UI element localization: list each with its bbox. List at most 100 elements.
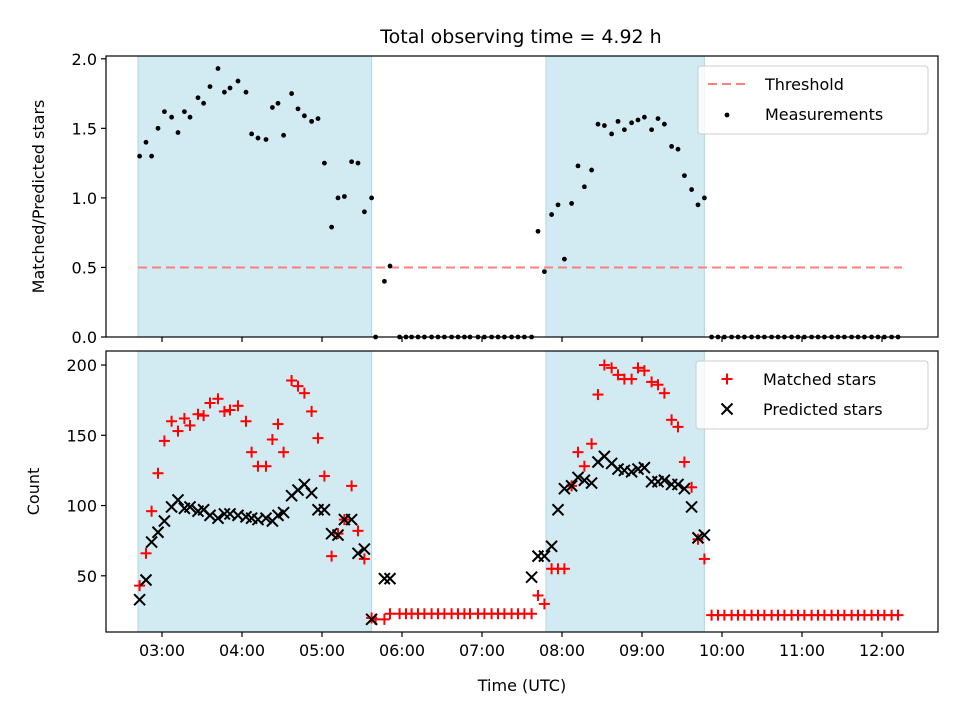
measurement-point xyxy=(169,114,175,120)
bottom-y-ticks: 50 100 150 200 xyxy=(66,356,106,586)
matched-star-point xyxy=(158,435,170,447)
measurement-point xyxy=(243,89,249,95)
matched-star-point xyxy=(626,373,638,385)
predicted-star-point xyxy=(638,461,651,474)
top-shaded-regions xyxy=(137,55,705,338)
matched-star-point xyxy=(218,405,230,417)
matched-star-point xyxy=(378,613,390,625)
matched-star-point xyxy=(192,408,204,420)
bottom-legend: Matched stars Predicted stars xyxy=(695,360,929,430)
y-tick-label: 1.5 xyxy=(72,119,97,138)
matched-star-point xyxy=(658,387,670,399)
measurement-point xyxy=(582,184,587,190)
matched-star-point xyxy=(260,460,272,472)
x-tick-label: 10:00 xyxy=(699,641,745,660)
legend-matched-label: Matched stars xyxy=(763,370,876,389)
matched-star-point xyxy=(572,446,584,458)
predicted-star-point xyxy=(211,511,225,525)
matched-star-point xyxy=(606,362,618,374)
predicted-star-point xyxy=(658,474,671,487)
measurement-point xyxy=(622,127,627,133)
top-panel: 0.00.51.01.52.0 Matched/Predicted stars … xyxy=(29,50,939,347)
top-y-ticks: 0.0 0.5 1.0 1.5 2.0 xyxy=(72,50,106,347)
measurement-point xyxy=(642,114,647,120)
matched-star-point xyxy=(292,380,304,392)
top-y-axis-label: Matched/Predicted stars xyxy=(29,100,48,294)
predicted-star-point xyxy=(259,511,273,525)
predicted-star-point xyxy=(305,486,318,500)
x-tick-label: 09:00 xyxy=(619,641,665,660)
predicted-star-point xyxy=(378,572,391,585)
measurement-point xyxy=(535,228,541,234)
measurement-point xyxy=(387,263,393,269)
matched-star-point xyxy=(698,553,710,565)
predicted-star-point xyxy=(139,573,153,587)
predicted-star-point xyxy=(525,570,538,584)
x-tick-label: 08:00 xyxy=(539,641,585,660)
measurement-point xyxy=(137,153,143,159)
bottom-panel: 50 100 150 200 03:00 04:00 05:00 06:00 07:00 08:… xyxy=(24,350,939,695)
y-tick-label: 50 xyxy=(77,567,97,586)
measurement-point xyxy=(355,160,361,166)
top-axes-frame xyxy=(105,55,939,338)
y-tick-label: 0.0 xyxy=(72,328,97,347)
matched-star-point xyxy=(224,404,236,416)
matched-star-point xyxy=(632,362,644,374)
measurement-point xyxy=(669,144,674,149)
bottom-series xyxy=(133,359,904,626)
predicted-star-point xyxy=(671,478,685,491)
matched-star-point xyxy=(652,379,664,391)
matched-star-point xyxy=(272,418,284,430)
y-tick-label: 2.0 xyxy=(72,50,97,69)
measurement-point xyxy=(255,135,261,141)
matched-star-point xyxy=(612,369,624,381)
y-tick-label: 0.5 xyxy=(72,258,97,277)
matched-star-point xyxy=(298,387,310,399)
matched-star-point xyxy=(666,414,678,426)
legend-predicted-label: Predicted stars xyxy=(763,400,883,419)
matched-star-point xyxy=(246,446,258,458)
measurement-point xyxy=(595,121,601,127)
matched-star-point xyxy=(146,505,158,517)
matched-star-point xyxy=(598,359,610,371)
x-axis-label: Time (UTC) xyxy=(477,676,566,695)
measurement-point xyxy=(589,167,594,173)
legend-x-marker xyxy=(720,402,734,416)
predicted-star-point xyxy=(218,507,231,521)
measurement-point xyxy=(629,120,634,126)
measurement-point xyxy=(143,139,149,145)
predicted-star-point xyxy=(183,500,197,514)
matched-star-point xyxy=(172,425,184,437)
measurement-point xyxy=(235,78,241,84)
matched-star-point xyxy=(312,432,324,444)
matched-star-point xyxy=(646,376,658,388)
predicted-star-point xyxy=(578,474,591,487)
predicted-star-point xyxy=(585,476,598,490)
measurement-point xyxy=(175,130,181,135)
measurement-point xyxy=(555,202,561,208)
matched-star-point xyxy=(558,563,570,575)
measurement-point xyxy=(615,118,621,124)
measurement-point xyxy=(289,91,294,96)
matched-star-point xyxy=(318,470,330,482)
measurement-point xyxy=(149,153,155,159)
measurement-point xyxy=(222,89,227,95)
measurement-point xyxy=(155,125,161,131)
measurement-point xyxy=(162,109,167,115)
top-legend-box xyxy=(697,65,929,135)
shaded-region xyxy=(137,55,373,338)
predicted-star-point xyxy=(625,465,638,479)
matched-star-point xyxy=(346,480,358,492)
predicted-star-point xyxy=(685,500,698,514)
measurement-point xyxy=(695,202,701,208)
legend-predicted-swatch xyxy=(720,402,734,416)
predicted-star-point xyxy=(383,572,397,585)
measurement-point xyxy=(662,121,667,127)
predicted-star-point xyxy=(318,503,331,516)
shaded-region xyxy=(545,55,705,338)
predicted-star-point xyxy=(351,547,365,560)
matched-star-point xyxy=(892,609,904,621)
measurement-point xyxy=(215,66,221,71)
predicted-star-point xyxy=(691,531,705,545)
x-tick-label: 07:00 xyxy=(459,641,505,660)
